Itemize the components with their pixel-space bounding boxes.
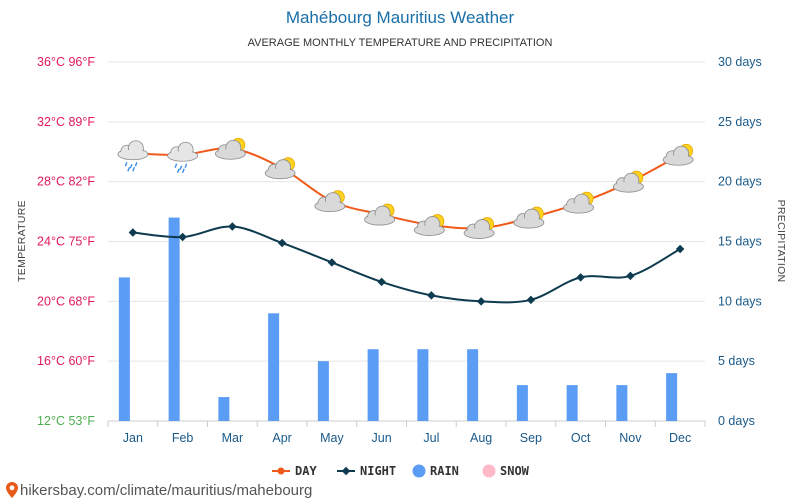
partly-sunny-icon [463, 217, 495, 239]
night-line [132, 225, 681, 304]
rain-bar [566, 385, 578, 421]
night-point [476, 297, 486, 306]
x-tick-label: Feb [172, 431, 194, 445]
x-tick-label: Aug [470, 431, 492, 445]
x-tick-label: Oct [571, 431, 591, 445]
night-point [427, 291, 436, 300]
partly-sunny-icon [662, 143, 694, 166]
day-line [132, 147, 681, 230]
rain-bar [367, 349, 379, 421]
y-axis-label-left: TEMPERATURE [16, 200, 28, 282]
temperature-lines [128, 145, 685, 306]
y-tick-label-left: 16°C 60°F [37, 354, 95, 368]
rain-bar [666, 373, 678, 421]
rain-bar [168, 217, 180, 421]
x-tick-label: Nov [619, 431, 642, 445]
y-tick-label-right: 0 days [718, 414, 755, 428]
y-tick-label-left: 36°C 96°F [37, 55, 95, 69]
night-point [377, 277, 386, 287]
night-point [277, 238, 287, 248]
y-tick-label-right: 30 days [718, 55, 762, 69]
chart-subtitle: AVERAGE MONTHLY TEMPERATURE AND PRECIPIT… [248, 37, 553, 49]
x-tick-label: Apr [272, 431, 291, 445]
legend-item-night[interactable]: NIGHT [337, 464, 396, 478]
night-point [178, 232, 187, 242]
night-point [327, 258, 337, 267]
rain-bar [268, 313, 280, 421]
y-tick-label-right: 15 days [718, 235, 762, 249]
y-tick-label-right: 5 days [718, 354, 755, 368]
night-point [675, 244, 685, 254]
legend-label: SNOW [500, 464, 530, 478]
y-tick-label-left: 32°C 89°F [37, 115, 95, 129]
rain-bar [218, 397, 230, 421]
legend-label: DAY [295, 464, 317, 478]
y-tick-label-right: 20 days [718, 175, 762, 189]
y-tick-label-left: 20°C 68°F [37, 294, 95, 308]
x-tick-label: Sep [520, 431, 542, 445]
y-tick-label-right: 10 days [718, 294, 762, 308]
night-point [626, 271, 635, 281]
night-point [576, 273, 585, 282]
legend: DAY NIGHT RAIN SNOW [272, 464, 530, 478]
partly-sunny-icon [413, 214, 445, 236]
weather-icons [117, 137, 694, 239]
x-tick-label: May [320, 431, 344, 445]
rain-cloud-icon [167, 141, 199, 173]
y-tick-label-right: 25 days [718, 115, 762, 129]
rain-bar [616, 385, 628, 421]
partly-sunny-icon [563, 191, 595, 214]
partly-sunny-icon [612, 170, 644, 193]
x-tick-label: Jul [423, 431, 439, 445]
legend-label: NIGHT [360, 464, 396, 478]
legend-item-snow[interactable]: SNOW [482, 464, 530, 478]
night-point [526, 295, 536, 305]
chart-title: Mahébourg Mauritius Weather [286, 8, 515, 27]
x-tick-label: Jun [372, 431, 392, 445]
y-tick-label-left: 12°C 53°F [37, 414, 95, 428]
partly-sunny-icon [264, 157, 296, 180]
y-tick-label-left: 28°C 82°F [37, 175, 95, 189]
source-link[interactable]: hikersbay.com/climate/mauritius/mahebour… [20, 482, 312, 499]
rain-bar [516, 385, 528, 421]
rain-cloud-icon [117, 140, 149, 172]
legend-item-rain[interactable]: RAIN [412, 464, 459, 478]
rain-bar [467, 349, 479, 421]
legend-label: RAIN [430, 464, 459, 478]
partly-sunny-icon [364, 203, 396, 226]
night-point [228, 222, 237, 231]
y-tick-label-left: 24°C 75°F [37, 235, 95, 249]
rain-bar [317, 361, 329, 421]
left-axis-ticks: 36°C 96°F 32°C 89°F 28°C 82°F 24°C 75°F 20°C… [37, 55, 95, 428]
footer: hikersbay.com/climate/mauritius/mahebour… [6, 482, 312, 499]
partly-sunny-icon [214, 137, 246, 160]
partly-sunny-icon [513, 206, 545, 229]
x-tick-label: Mar [222, 431, 244, 445]
location-pin-icon [6, 482, 18, 498]
x-tick-label: Dec [669, 431, 691, 445]
legend-item-day[interactable]: DAY [272, 464, 317, 478]
y-axis-label-right: PRECIPITATION [775, 200, 787, 283]
night-point [128, 228, 138, 237]
rain-bar [417, 349, 429, 421]
rain-bars [118, 217, 678, 421]
partly-sunny-icon [314, 190, 346, 213]
right-axis-ticks: 30 days 25 days 20 days 15 days 10 days 5 day… [718, 55, 762, 428]
grid-lines [107, 61, 706, 427]
x-axis-ticks: Jan Feb Mar Apr May Jun Jul Aug Sep Oct Nov Dec [123, 431, 691, 445]
rain-bar [118, 277, 130, 421]
x-tick-label: Jan [123, 431, 143, 445]
